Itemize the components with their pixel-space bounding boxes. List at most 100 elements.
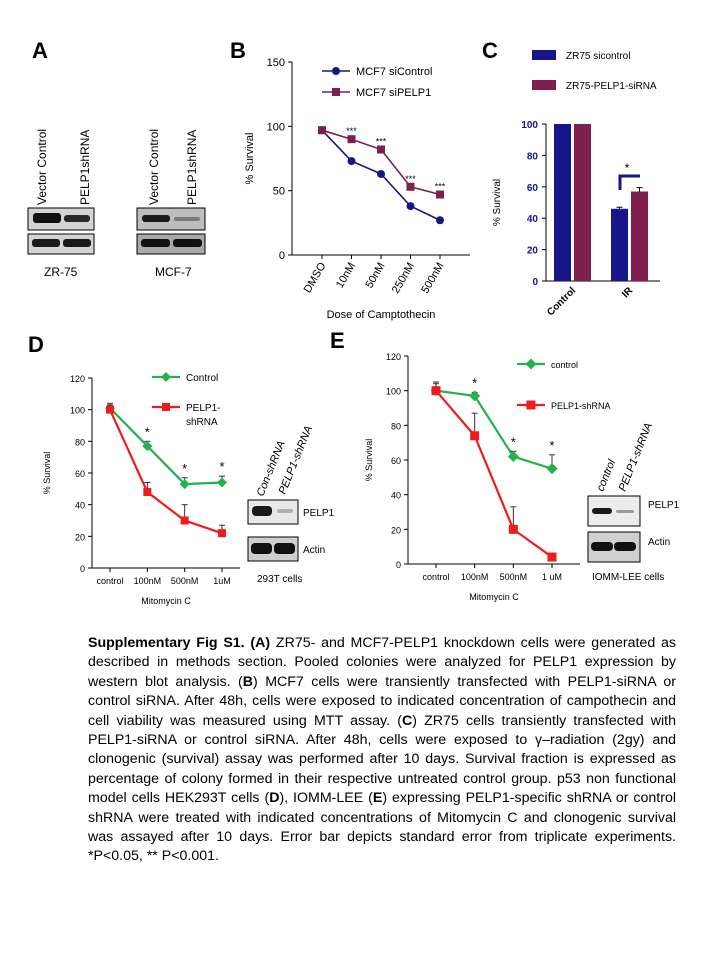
data-point bbox=[332, 88, 340, 96]
x-tick-label: 500nM bbox=[419, 261, 446, 296]
x-tick-label: IR bbox=[620, 285, 635, 300]
panel-e-blot: control PELP1-shRNA PELP1 Actin IOMM-LEE… bbox=[587, 421, 680, 583]
cell-line-label: ZR-75 bbox=[44, 265, 78, 279]
x-axis-label: Mitomycin C bbox=[141, 596, 191, 606]
x-tick-label: Control bbox=[545, 285, 578, 318]
band bbox=[63, 239, 91, 247]
significance-bracket bbox=[618, 174, 640, 190]
y-axis-label: % Survival bbox=[364, 439, 374, 482]
data-point bbox=[377, 169, 385, 178]
y-tick-label: 80 bbox=[391, 421, 401, 431]
y-tick-label: 80 bbox=[75, 437, 85, 447]
data-point bbox=[347, 135, 356, 144]
x-tick-label: DMSO bbox=[302, 260, 329, 295]
y-axis-label: % Survival bbox=[244, 133, 256, 185]
data-point bbox=[217, 477, 227, 488]
significance-label: *** bbox=[405, 174, 416, 184]
band bbox=[274, 543, 295, 554]
y-tick-label: 0 bbox=[396, 560, 401, 570]
data-point bbox=[469, 390, 481, 402]
significance-label: *** bbox=[376, 136, 387, 146]
y-tick-label: 100 bbox=[267, 121, 285, 133]
band bbox=[616, 510, 634, 513]
x-axis-label: Dose of Camptothecin bbox=[327, 309, 436, 321]
band bbox=[252, 506, 272, 516]
band-label: PELP1 bbox=[303, 508, 335, 519]
significance-label: * bbox=[549, 438, 554, 453]
panel-d-blot: Con-shRNA PELP1-shRNA PELP1 Actin 293T c… bbox=[247, 424, 335, 585]
y-tick-label: 120 bbox=[386, 352, 401, 362]
band-label: Actin bbox=[303, 545, 325, 556]
x-tick-label: 100nM bbox=[461, 572, 489, 582]
significance-label: * bbox=[219, 459, 224, 474]
caption-ref: C bbox=[401, 712, 413, 729]
lane-label: PELP1-shRNA bbox=[277, 424, 315, 496]
series-line bbox=[108, 409, 223, 535]
significance-label: *** bbox=[346, 126, 357, 136]
x-tick-label: control bbox=[422, 572, 449, 582]
data-point bbox=[179, 479, 190, 490]
y-tick-label: 20 bbox=[527, 246, 539, 257]
legend-swatch bbox=[532, 50, 556, 60]
x-tick-label: 50nM bbox=[363, 261, 387, 291]
panel-letter-b: B bbox=[230, 38, 246, 63]
band bbox=[174, 217, 200, 221]
data-point bbox=[218, 529, 226, 538]
panel-letter-d: D bbox=[28, 332, 44, 357]
data-point bbox=[143, 488, 152, 496]
panel-a-blots: Vector Control PELP1shRNA ZR-75 Vector C… bbox=[27, 129, 206, 279]
data-point bbox=[525, 358, 537, 370]
data-point bbox=[470, 431, 480, 441]
x-tick-label: 100nM bbox=[134, 576, 162, 586]
band-label: PELP1 bbox=[648, 500, 680, 511]
y-axis-label: % Survival bbox=[42, 452, 52, 495]
caption-ref: E bbox=[372, 790, 383, 807]
data-point bbox=[377, 145, 385, 154]
cells-label: IOMM-LEE cells bbox=[592, 572, 664, 583]
lane-label: control bbox=[595, 458, 619, 494]
data-point bbox=[508, 524, 518, 534]
significance-label: * bbox=[511, 434, 516, 449]
significance-label: * bbox=[472, 375, 477, 390]
bar bbox=[574, 124, 591, 281]
legend-label: ZR75 sicontrol bbox=[566, 51, 630, 62]
significance-label: * bbox=[625, 161, 630, 175]
legend-label: Control bbox=[186, 373, 218, 384]
caption-text: ), IOMM-LEE ( bbox=[279, 790, 373, 807]
x-tick-label: 1 uM bbox=[542, 572, 562, 582]
panel-letter-a: A bbox=[32, 38, 48, 63]
y-tick-label: 100 bbox=[386, 387, 401, 397]
y-tick-label: 20 bbox=[75, 532, 85, 542]
band-label: Actin bbox=[648, 537, 670, 548]
caption-title: Supplementary Fig S1. bbox=[88, 635, 245, 651]
y-tick-label: 60 bbox=[527, 183, 539, 194]
y-tick-label: 60 bbox=[75, 469, 85, 479]
significance-label: * bbox=[145, 424, 150, 439]
band bbox=[142, 215, 170, 222]
data-point bbox=[347, 157, 356, 166]
legend-label: MCF7 siPELP1 bbox=[356, 87, 431, 99]
y-tick-label: 0 bbox=[80, 564, 85, 574]
caption-ref: B bbox=[242, 673, 254, 690]
band bbox=[141, 239, 170, 247]
data-point bbox=[431, 386, 441, 396]
band bbox=[591, 542, 613, 551]
series-line bbox=[435, 389, 553, 470]
legend-label: PELP1-shRNA bbox=[551, 401, 611, 411]
figure-caption: Supplementary Fig S1. (A) ZR75- and MCF7… bbox=[88, 635, 677, 865]
caption-text: ) ZR75 cells transiently transfected wit… bbox=[88, 712, 677, 807]
data-point bbox=[436, 216, 444, 225]
significance-label: * bbox=[182, 461, 187, 476]
x-axis-label: Mitomycin C bbox=[469, 592, 519, 602]
bar bbox=[554, 124, 571, 281]
band bbox=[173, 239, 202, 247]
x-tick-label: 500nM bbox=[500, 572, 528, 582]
caption-text: ) MCF7 cells were transiently transfecte… bbox=[88, 673, 676, 729]
caption-text: ZR75- and MCF7-PELP1 knockdown cells wer… bbox=[88, 635, 676, 690]
significance-label: *** bbox=[435, 182, 446, 192]
data-point bbox=[162, 403, 170, 411]
y-tick-label: 100 bbox=[70, 406, 85, 416]
lane-label: PELP1shRNA bbox=[185, 130, 199, 205]
series-line bbox=[435, 389, 553, 558]
